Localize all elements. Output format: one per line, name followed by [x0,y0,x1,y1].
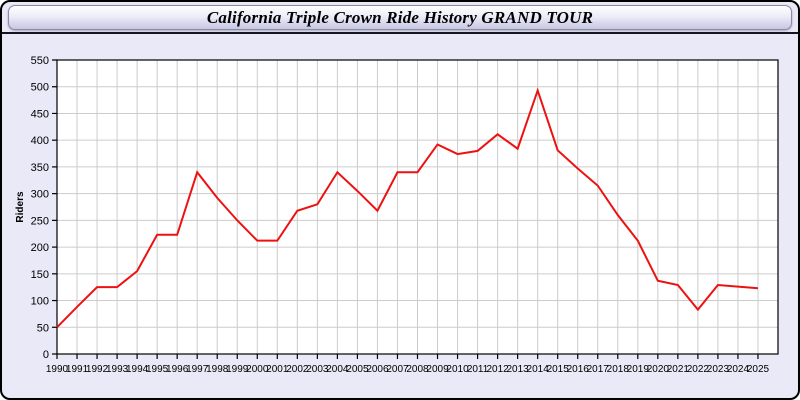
x-tick-label: 2014 [527,364,550,375]
x-tick-label: 1991 [66,364,89,375]
x-tick-label: 1990 [46,364,69,375]
x-tick-label: 2024 [727,364,750,375]
x-tick-label: 2023 [707,364,730,375]
title-bar: California Triple Crown Ride History GRA… [8,5,792,30]
x-tick-label: 2009 [426,364,449,375]
y-tick-label: 550 [31,55,49,67]
x-tick-label: 2022 [687,364,710,375]
y-axis-title: Riders [15,191,26,223]
x-tick-label: 2000 [246,364,269,375]
y-tick-label: 150 [31,269,49,281]
y-tick-label: 0 [43,349,49,361]
x-tick-label: 2016 [567,364,590,375]
x-tick-label: 2001 [266,364,289,375]
y-tick-label: 250 [31,215,49,227]
y-tick-label: 200 [31,242,49,254]
x-tick-label: 2018 [607,364,630,375]
series-line-riders [56,87,759,328]
x-tick-label: 1994 [126,364,149,375]
chart-title: California Triple Crown Ride History GRA… [206,7,594,27]
y-tick-label: 500 [31,82,49,94]
x-tick-label: 2025 [747,364,770,375]
x-tick-label: 2007 [386,364,409,375]
x-tick-label: 2015 [547,364,570,375]
x-tick-label: 2005 [346,364,369,375]
y-tick-label: 400 [31,135,49,147]
x-tick-label: 1997 [186,364,209,375]
x-tick-label: 1995 [146,364,169,375]
x-tick-label: 2010 [446,364,469,375]
y-tick-label: 300 [31,189,49,201]
x-tick-label: 1998 [206,364,229,375]
x-tick-label: 2013 [507,364,530,375]
x-tick-label: 2019 [627,364,650,375]
x-tick-label: 1993 [106,364,129,375]
x-tick-label: 1992 [86,364,109,375]
x-tick-label: 2017 [587,364,610,375]
y-tick-label: 450 [31,108,49,120]
x-tick-label: 2021 [667,364,690,375]
x-tick-label: 2012 [486,364,509,375]
y-tick-label: 100 [31,296,49,308]
x-tick-label: 2008 [406,364,429,375]
y-tick-label: 50 [37,322,49,334]
x-tick-label: 2006 [366,364,389,375]
x-tick-label: 2004 [326,364,349,375]
x-tick-label: 1996 [166,364,189,375]
x-tick-label: 2003 [306,364,329,375]
y-tick-label: 350 [31,162,49,174]
x-tick-label: 2020 [647,364,670,375]
x-tick-label: 2002 [286,364,309,375]
x-tick-label: 2011 [467,364,489,375]
titlebar-separator [2,32,798,34]
x-tick-label: 1999 [226,364,249,375]
